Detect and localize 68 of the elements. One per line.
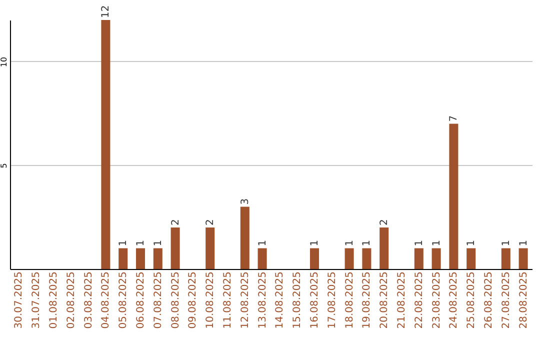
y-tick-label: 10 [0, 56, 8, 68]
x-tick-label: 27.08.2025 [500, 272, 512, 329]
data-label: 1 [152, 240, 164, 246]
y-tick-label: 5 [0, 163, 8, 168]
x-tick-label: 17.08.2025 [326, 272, 338, 329]
bar [118, 248, 128, 269]
x-tick-label: 03.08.2025 [83, 272, 94, 329]
x-tick-label: 31.07.2025 [31, 272, 42, 329]
bar [310, 248, 320, 269]
x-tick-label: 24.08.2025 [448, 272, 460, 329]
bar [432, 248, 441, 269]
data-label: 2 [379, 219, 390, 226]
x-tick-label: 16.08.2025 [310, 272, 320, 329]
bar [501, 248, 510, 269]
x-tick-label: 23.08.2025 [431, 272, 442, 329]
bar [414, 248, 424, 269]
data-label: 1 [362, 240, 373, 246]
bar [449, 124, 458, 269]
data-label: 1 [118, 240, 130, 246]
x-tick-label: 07.08.2025 [152, 272, 164, 329]
x-tick-label: 15.08.2025 [292, 272, 304, 329]
data-label: 7 [448, 115, 460, 122]
x-tick-label: 28.08.2025 [518, 272, 530, 329]
x-tick-label: 05.08.2025 [118, 272, 130, 329]
bar [362, 248, 372, 269]
bar [380, 228, 389, 269]
bar [153, 248, 162, 269]
x-tick-label: 08.08.2025 [170, 272, 182, 329]
bar [170, 228, 180, 269]
data-label: 2 [205, 219, 216, 226]
bar [344, 248, 354, 269]
data-label: 12 [100, 5, 112, 18]
x-tick-label: 04.08.2025 [100, 272, 112, 329]
x-tick-label: 25.08.2025 [466, 272, 478, 329]
x-tick-label: 22.08.2025 [414, 272, 425, 329]
data-label: 1 [518, 240, 530, 246]
x-tick-label: 02.08.2025 [66, 272, 77, 329]
data-label: 1 [310, 240, 320, 246]
x-tick-label: 26.08.2025 [484, 272, 494, 329]
x-tick-label: 19.08.2025 [362, 272, 373, 329]
x-tick-label: 13.08.2025 [257, 272, 268, 329]
data-label: 1 [414, 240, 425, 246]
x-tick-label: 09.08.2025 [188, 272, 199, 329]
data-label: 1 [466, 240, 478, 246]
bar [258, 248, 267, 269]
data-label: 1 [257, 240, 268, 246]
data-label: 1 [136, 240, 146, 246]
x-tick-label: 11.08.2025 [222, 272, 234, 329]
bar [518, 248, 528, 269]
bar [240, 206, 250, 269]
x-tick-label: 14.08.2025 [274, 272, 286, 329]
data-label: 1 [344, 240, 356, 246]
x-tick-label: 30.07.2025 [14, 272, 25, 329]
x-tick-label: 21.08.2025 [396, 272, 408, 329]
data-label: 1 [431, 240, 442, 246]
bar [136, 248, 146, 269]
x-tick-label: 12.08.2025 [240, 272, 251, 329]
data-label: 1 [500, 240, 512, 246]
bar [206, 228, 215, 269]
x-tick-label: 01.08.2025 [48, 272, 60, 329]
data-label: 3 [240, 198, 251, 205]
x-tick-label: 20.08.2025 [379, 272, 390, 329]
bar [466, 248, 476, 269]
bar [101, 20, 110, 269]
x-tick-label: 06.08.2025 [136, 272, 146, 329]
x-tick-label: 18.08.2025 [344, 272, 356, 329]
x-tick-label: 10.08.2025 [205, 272, 216, 329]
data-label: 2 [170, 219, 182, 226]
